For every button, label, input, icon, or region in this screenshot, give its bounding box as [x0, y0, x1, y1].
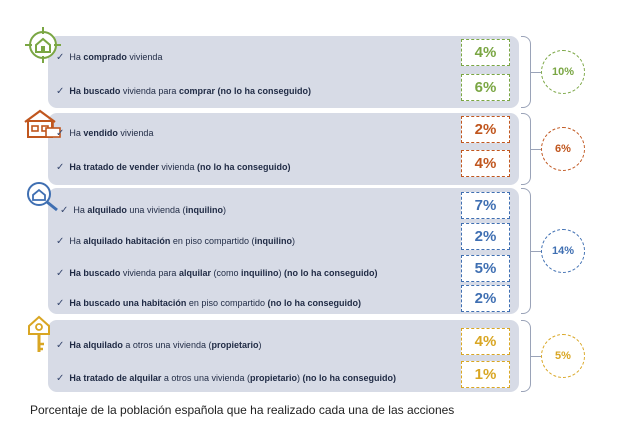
pct-buscado-habitacion: 2%	[461, 285, 510, 312]
row-text-segment: Ha tratado de vender	[69, 162, 159, 172]
house-target-icon	[25, 27, 61, 63]
row-text-segment: en piso compartido	[186, 298, 268, 308]
row-text-segment: a otros una vivienda (	[161, 373, 250, 383]
row-text-segment: )	[222, 205, 226, 215]
row-buscado-alquilar: ✓ Ha buscado vivienda para alquilar (como…	[56, 268, 377, 279]
check-icon: ✓	[56, 162, 65, 173]
pct-tratado-alquilar: 1%	[461, 361, 510, 388]
check-icon: ✓	[56, 340, 65, 351]
row-text-segment: (no lo ha conseguido)	[196, 162, 291, 172]
row-text-segment: vivienda para	[120, 86, 179, 96]
brace-buy-tick	[531, 72, 541, 73]
pct-alquilado-vivienda: 7%	[461, 192, 510, 219]
brace-owner-tick	[531, 356, 541, 357]
check-icon: ✓	[56, 52, 65, 63]
row-text-segment: propietario	[211, 340, 259, 350]
house-key-icon	[28, 315, 50, 352]
row-alquilado-vivienda: ✓ Ha alquilado una vivienda (inquilino)	[60, 205, 226, 216]
row-text-segment: Ha tratado de alquilar	[69, 373, 162, 383]
row-text-segment: )	[258, 340, 262, 350]
check-icon: ✓	[60, 205, 69, 216]
row-text-segment: vivienda	[117, 128, 154, 138]
row-text-segment: vivienda	[126, 52, 163, 62]
caption: Porcentaje de la población española que …	[30, 403, 455, 417]
group-rent-panel	[48, 188, 519, 314]
row-text-segment: Ha alquilado	[69, 340, 123, 350]
brace-buy	[521, 36, 531, 108]
row-text-segment: alquilar	[178, 268, 211, 278]
brace-sell-tick	[531, 149, 541, 150]
row-text-segment: Ha	[69, 128, 84, 138]
row-text-segment: una vivienda (	[126, 205, 186, 215]
row-text-segment: Ha	[69, 236, 84, 246]
row-text-segment: vendido	[83, 128, 118, 138]
row-text-segment: en piso compartido (	[170, 236, 255, 246]
row-text-segment: vivienda para	[120, 268, 179, 278]
pct-vendido: 2%	[461, 116, 510, 143]
row-alquilado-habitacion: ✓ Ha alquilado habitación en piso compart…	[56, 236, 295, 247]
check-icon: ✓	[56, 128, 65, 139]
row-text-segment: alquilado	[87, 205, 127, 215]
row-tratado-vender: ✓ Ha tratado de vender vivienda (no lo ha…	[56, 162, 290, 173]
group-buy-panel	[48, 36, 519, 108]
row-text-segment: propietario	[249, 373, 297, 383]
check-icon: ✓	[56, 268, 65, 279]
row-buscado-habitacion: ✓ Ha buscado una habitación en piso compa…	[56, 298, 361, 309]
check-icon: ✓	[56, 236, 65, 247]
row-text-segment: (como	[210, 268, 241, 278]
total-rent: 14%	[541, 229, 585, 273]
row-text-segment: (no lo ha conseguido)	[283, 268, 378, 278]
row-text-segment: alquilado habitación	[83, 236, 171, 246]
row-vendido: ✓ Ha vendido vivienda	[56, 128, 153, 139]
row-text-segment: (no lo ha conseguido)	[267, 298, 361, 308]
pct-alquilado-habitacion: 2%	[461, 223, 510, 250]
row-text-segment: )	[291, 236, 295, 246]
row-comprado: ✓ Ha comprado vivienda	[56, 52, 162, 63]
row-tratado-alquilar: ✓ Ha tratado de alquilar a otros una vivi…	[56, 373, 396, 384]
brace-sell	[521, 113, 531, 185]
check-icon: ✓	[56, 373, 65, 384]
brace-rent-tick	[531, 251, 541, 252]
row-text-segment: inquilino	[240, 268, 279, 278]
brace-rent	[521, 188, 531, 314]
pct-comprado: 4%	[461, 39, 510, 66]
row-text-segment: inquilino	[185, 205, 223, 215]
row-text-segment: comprar (no lo ha conseguido)	[178, 86, 311, 96]
row-text-segment: comprado	[83, 52, 127, 62]
pct-buscado-alquilar: 5%	[461, 255, 510, 282]
pct-tratado-vender: 4%	[461, 150, 510, 177]
check-icon: ✓	[56, 86, 65, 97]
total-sell: 6%	[541, 127, 585, 171]
row-alquilado-propietario: ✓ Ha alquilado a otros una vivienda (prop…	[56, 340, 261, 351]
row-text-segment: Ha	[69, 52, 84, 62]
group-sell-panel	[48, 113, 519, 185]
pct-alquilado-propietario: 4%	[461, 328, 510, 355]
house-sold-icon	[24, 109, 61, 138]
row-text-segment: (no lo ha conseguido)	[302, 373, 397, 383]
row-text-segment: inquilino	[254, 236, 292, 246]
total-buy: 10%	[541, 50, 585, 94]
brace-owner	[521, 320, 531, 392]
total-owner: 5%	[541, 334, 585, 378]
row-text-segment: Ha buscado	[69, 268, 121, 278]
group-owner-panel	[48, 320, 519, 392]
row-text-segment: )	[278, 268, 284, 278]
row-text-segment: Ha buscado una habitación	[69, 298, 187, 308]
check-icon: ✓	[56, 298, 65, 309]
row-buscado-comprar: ✓ Ha buscado vivienda para comprar (no lo…	[56, 86, 311, 97]
row-text-segment: a otros una vivienda (	[122, 340, 212, 350]
row-text-segment: )	[297, 373, 303, 383]
house-search-icon	[27, 182, 58, 212]
row-text-segment: Ha	[73, 205, 88, 215]
row-text-segment: Ha buscado	[69, 86, 121, 96]
pct-buscado-comprar: 6%	[461, 74, 510, 101]
row-text-segment: vivienda	[158, 162, 197, 172]
